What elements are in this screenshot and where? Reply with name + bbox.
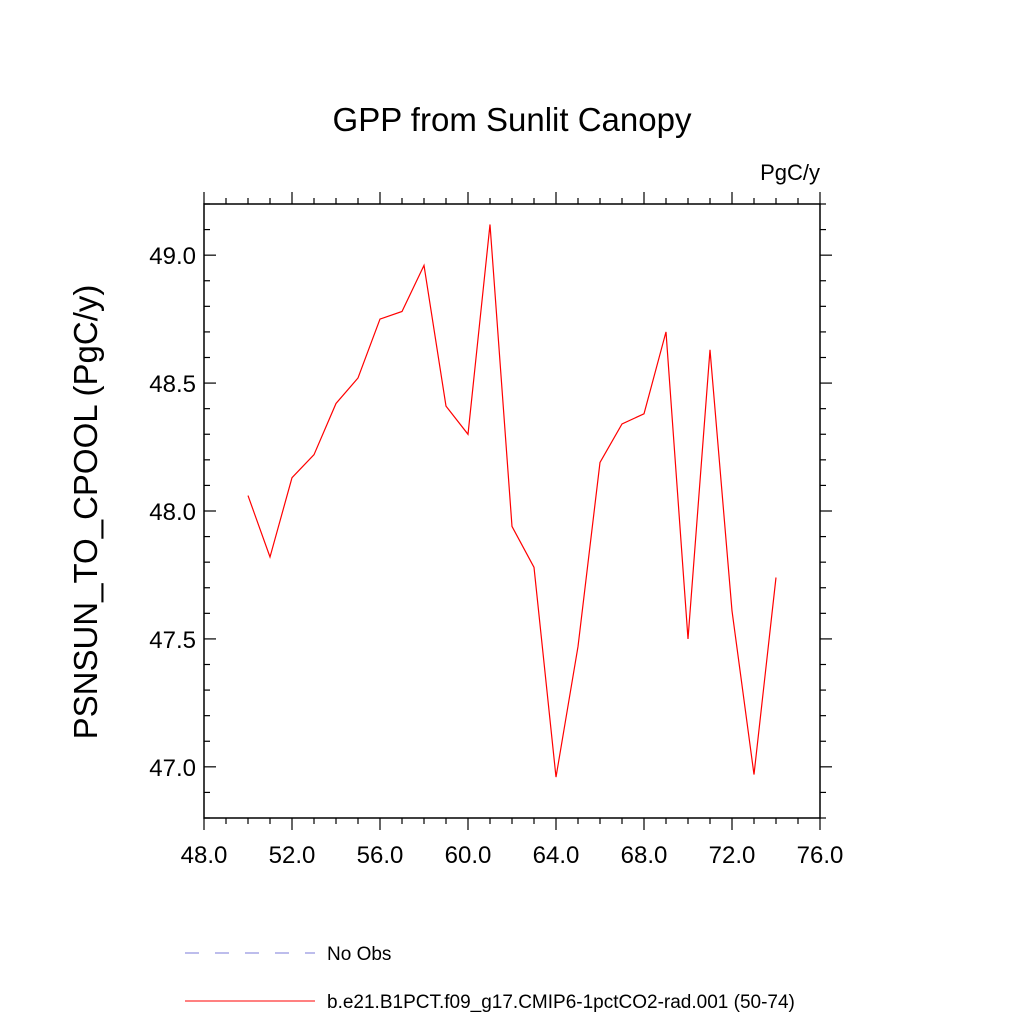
x-tick-label: 64.0: [533, 842, 580, 869]
x-tick-label: 68.0: [621, 842, 668, 869]
legend-label: b.e21.B1PCT.f09_g17.CMIP6-1pctCO2-rad.00…: [327, 992, 795, 1013]
units-label: PgC/y: [760, 160, 820, 185]
x-tick-label: 76.0: [797, 842, 844, 869]
x-tick-label: 60.0: [445, 842, 492, 869]
series-layer: [247, 224, 777, 778]
x-tick-label: 48.0: [181, 842, 228, 869]
y-tick-label: 49.0: [149, 243, 196, 270]
y-tick-label: 47.0: [149, 755, 196, 782]
axis-ticks: [203, 192, 832, 830]
plot-frame: [203, 203, 821, 819]
legend-label: No Obs: [327, 944, 391, 965]
chart-title: GPP from Sunlit Canopy: [333, 101, 692, 138]
tick-labels: 48.0 52.0 56.0 60.0 64.0 68.0 72.0 76.0 47.0 47.5…: [149, 243, 843, 869]
legend: No Obs b.e21.B1PCT.f09_g17.CMIP6-1pctCO2-…: [185, 944, 795, 1013]
y-tick-label: 47.5: [149, 627, 196, 654]
y-tick-label: 48.0: [149, 499, 196, 526]
x-tick-label: 72.0: [709, 842, 756, 869]
y-tick-label: 48.5: [149, 371, 196, 398]
y-axis-label: PSNSUN_TO_CPOOL (PgC/y): [67, 285, 104, 740]
series-line: [247, 224, 777, 778]
x-tick-label: 52.0: [269, 842, 316, 869]
x-tick-label: 56.0: [357, 842, 404, 869]
